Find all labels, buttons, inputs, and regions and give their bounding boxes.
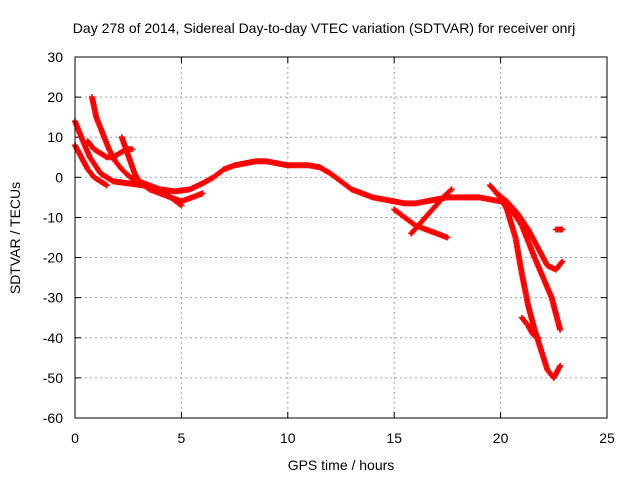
data-point	[199, 190, 206, 197]
x-tick-label: 0	[71, 430, 79, 446]
y-tick-label: -50	[43, 370, 63, 386]
chart-title: Day 278 of 2014, Sidereal Day-to-day VTE…	[73, 20, 575, 36]
data-point	[559, 226, 566, 233]
x-axis-label: GPS time / hours	[288, 457, 395, 473]
x-tick-label: 25	[599, 430, 615, 446]
data-point	[444, 234, 451, 241]
plot-frame	[74, 56, 608, 419]
data-point	[557, 326, 564, 333]
y-tick-label: 30	[47, 49, 63, 65]
data-point	[129, 146, 136, 153]
x-tick-label: 10	[280, 430, 296, 446]
y-tick-label: 0	[55, 169, 63, 185]
y-tick-label: -30	[43, 290, 63, 306]
x-tick-label: 15	[386, 430, 402, 446]
x-tick-label: 5	[178, 430, 186, 446]
x-tick-labels: 0 5 10 15 20 25	[71, 430, 615, 446]
data-point	[535, 334, 542, 341]
data-point	[557, 362, 564, 369]
data-point	[103, 182, 110, 189]
data-point	[559, 258, 566, 265]
y-tick-label: -60	[43, 410, 63, 426]
y-tick-label: -40	[43, 330, 63, 346]
y-axis-label: SDTVAR / TECUs	[7, 182, 23, 294]
x-tick-label: 20	[493, 430, 509, 446]
y-tick-label: -20	[43, 250, 63, 266]
y-tick-label: 10	[47, 129, 63, 145]
data-point	[448, 186, 455, 193]
y-tick-label: -10	[43, 209, 63, 225]
grid	[75, 57, 607, 418]
data-points	[72, 94, 566, 381]
y-tick-labels: 30 20 10 0 -10 -20 -30 -40 -50 -60	[43, 49, 63, 426]
y-tick-label: 20	[47, 89, 63, 105]
